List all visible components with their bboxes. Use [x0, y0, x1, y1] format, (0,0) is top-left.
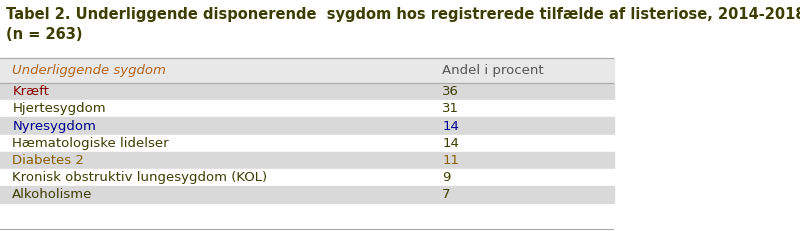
- Bar: [0, 152, 614, 169]
- Text: Kronisk obstruktiv lungesygdom (KOL): Kronisk obstruktiv lungesygdom (KOL): [12, 171, 267, 184]
- Text: 31: 31: [442, 102, 459, 116]
- Text: Andel i procent: Andel i procent: [442, 64, 544, 77]
- Bar: [0, 118, 614, 135]
- Text: 14: 14: [442, 120, 459, 133]
- Text: Tabel 2. Underliggende disponerende  sygdom hos registrerede tilfælde af listeri: Tabel 2. Underliggende disponerende sygd…: [6, 7, 800, 42]
- Text: Alkoholisme: Alkoholisme: [12, 188, 93, 201]
- Bar: [0, 135, 614, 152]
- Text: Hæmatologiske lidelser: Hæmatologiske lidelser: [12, 137, 169, 150]
- Bar: [0, 83, 614, 100]
- Text: 7: 7: [442, 188, 450, 201]
- Text: 9: 9: [442, 171, 450, 184]
- Text: Underliggende sygdom: Underliggende sygdom: [12, 64, 166, 77]
- Bar: [0, 58, 614, 83]
- Text: Hjertesygdom: Hjertesygdom: [12, 102, 106, 116]
- Text: Diabetes 2: Diabetes 2: [12, 154, 84, 167]
- Text: 14: 14: [442, 137, 459, 150]
- Text: 11: 11: [442, 154, 459, 167]
- Text: Kræft: Kræft: [12, 85, 49, 98]
- Text: Nyresygdom: Nyresygdom: [12, 120, 96, 133]
- Text: 36: 36: [442, 85, 459, 98]
- Bar: [0, 186, 614, 203]
- Bar: [0, 169, 614, 186]
- Bar: [0, 100, 614, 118]
